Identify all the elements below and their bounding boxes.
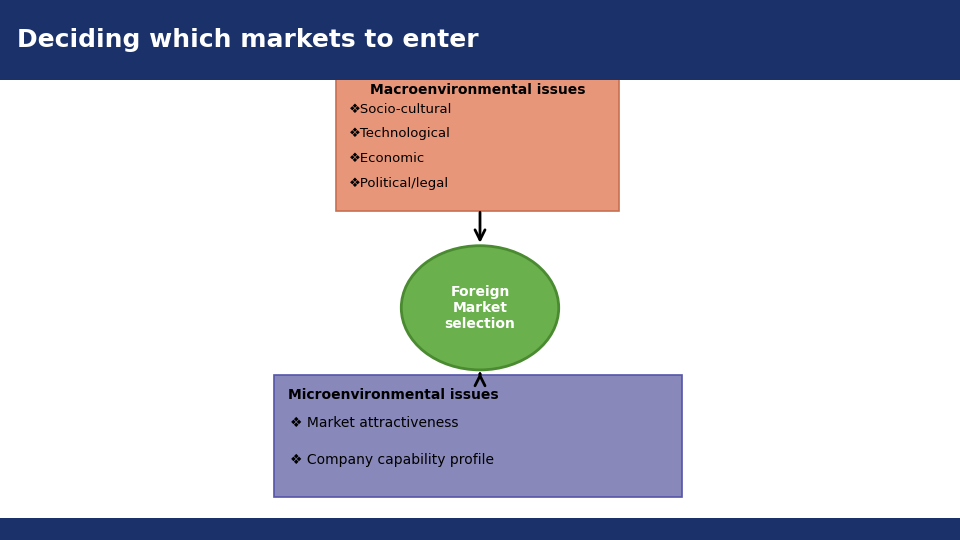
Text: Macroenvironmental issues: Macroenvironmental issues bbox=[370, 83, 586, 97]
FancyBboxPatch shape bbox=[336, 70, 619, 211]
Text: ❖ Company capability profile: ❖ Company capability profile bbox=[290, 453, 493, 467]
Text: Microenvironmental issues: Microenvironmental issues bbox=[288, 388, 498, 402]
Ellipse shape bbox=[401, 246, 559, 370]
Text: ❖Socio-cultural: ❖Socio-cultural bbox=[348, 103, 452, 116]
Text: ❖Political/legal: ❖Political/legal bbox=[348, 177, 448, 190]
Text: Deciding which markets to enter: Deciding which markets to enter bbox=[17, 28, 479, 52]
Text: ❖Economic: ❖Economic bbox=[348, 152, 424, 165]
Text: ❖Technological: ❖Technological bbox=[348, 127, 450, 140]
Text: Foreign
Market
selection: Foreign Market selection bbox=[444, 285, 516, 331]
FancyBboxPatch shape bbox=[274, 375, 682, 497]
Bar bbox=[0, 518, 960, 540]
Bar bbox=[0, 0, 960, 80]
Text: ❖ Market attractiveness: ❖ Market attractiveness bbox=[290, 416, 459, 430]
